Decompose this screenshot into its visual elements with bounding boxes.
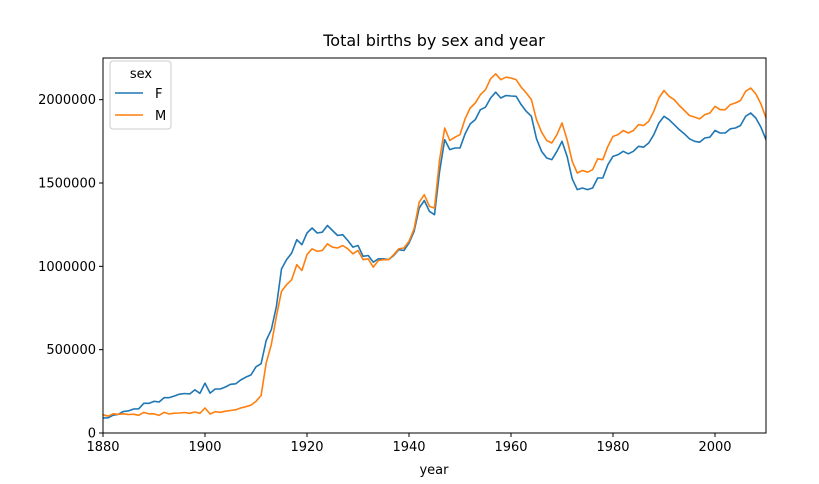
x-tick-label: 1900 [188, 440, 221, 455]
x-tick-label: 1920 [290, 440, 323, 455]
x-axis-label: year [419, 463, 449, 478]
y-tick-label: 500000 [46, 343, 96, 358]
series-layer [103, 73, 766, 419]
legend-title: sex [130, 67, 153, 82]
x-tick-label: 1940 [392, 440, 425, 455]
plot-area [102, 57, 767, 434]
legend-entries: FM [115, 87, 166, 124]
legend-label-f: F [155, 87, 162, 102]
plot-frame [102, 57, 767, 434]
x-tick-label: 2000 [698, 440, 731, 455]
y-axis: 0 500000 1000000 1500000 2000000 [38, 93, 103, 442]
y-tick-label: 0 [88, 427, 96, 442]
y-tick-label: 1000000 [38, 260, 96, 275]
y-tick-label: 1500000 [38, 177, 96, 192]
x-tick-label: 1880 [86, 440, 119, 455]
series-line-m [103, 73, 766, 417]
y-tick-label: 2000000 [38, 93, 96, 108]
legend: sex FM [109, 60, 172, 130]
chart-title: Total births by sex and year [322, 31, 545, 50]
legend-box [109, 60, 172, 130]
series-line-f [103, 91, 766, 419]
legend-label-m: M [155, 109, 166, 124]
x-tick-label: 1980 [596, 440, 629, 455]
x-axis: 1880 1900 1920 1940 1960 1980 2000 [86, 433, 732, 455]
x-tick-label: 1960 [494, 440, 527, 455]
